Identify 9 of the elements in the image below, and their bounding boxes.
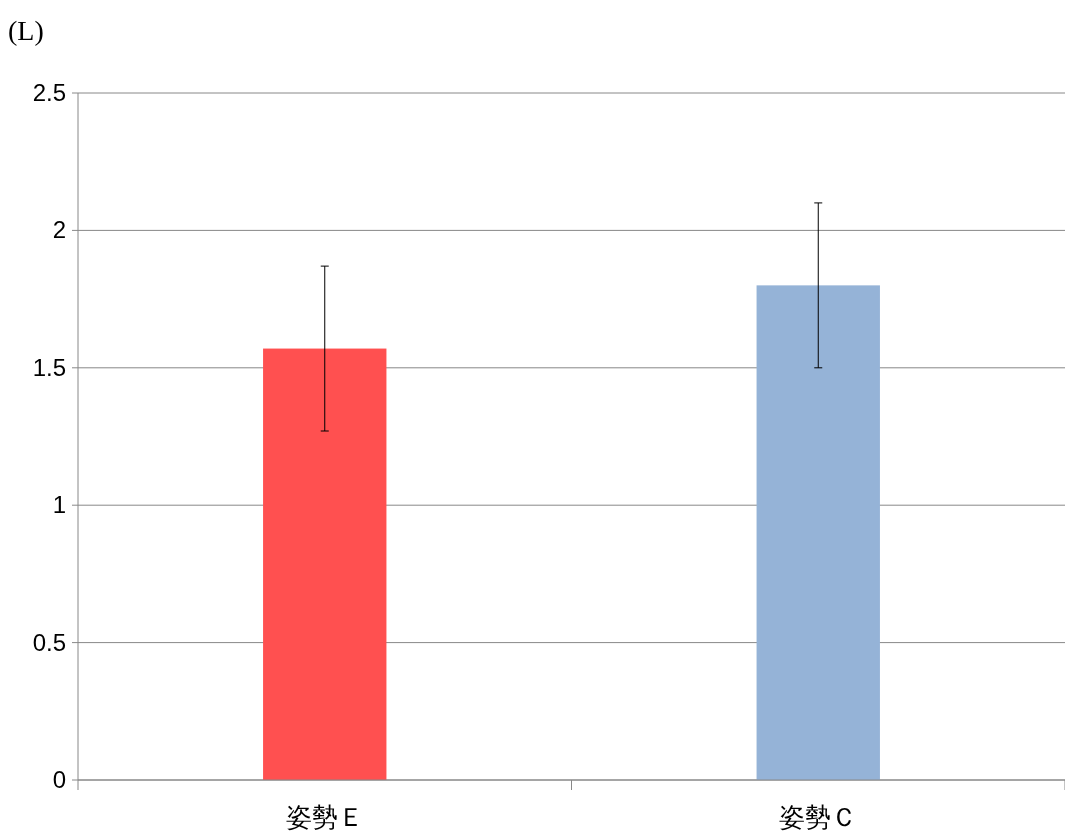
x-tick-label: 姿勢Ｃ — [779, 802, 858, 832]
y-axis-title: (L) — [8, 15, 44, 46]
y-tick-label: 1.5 — [32, 353, 66, 381]
y-tick-label: 2.5 — [32, 79, 66, 106]
y-tick-label: 0.5 — [32, 628, 66, 656]
y-tick-label: 0 — [52, 766, 66, 793]
y-tick-label: 1 — [52, 491, 66, 519]
y-tick-label: 2 — [52, 216, 66, 244]
x-tick-label: 姿勢Ｅ — [285, 802, 364, 832]
